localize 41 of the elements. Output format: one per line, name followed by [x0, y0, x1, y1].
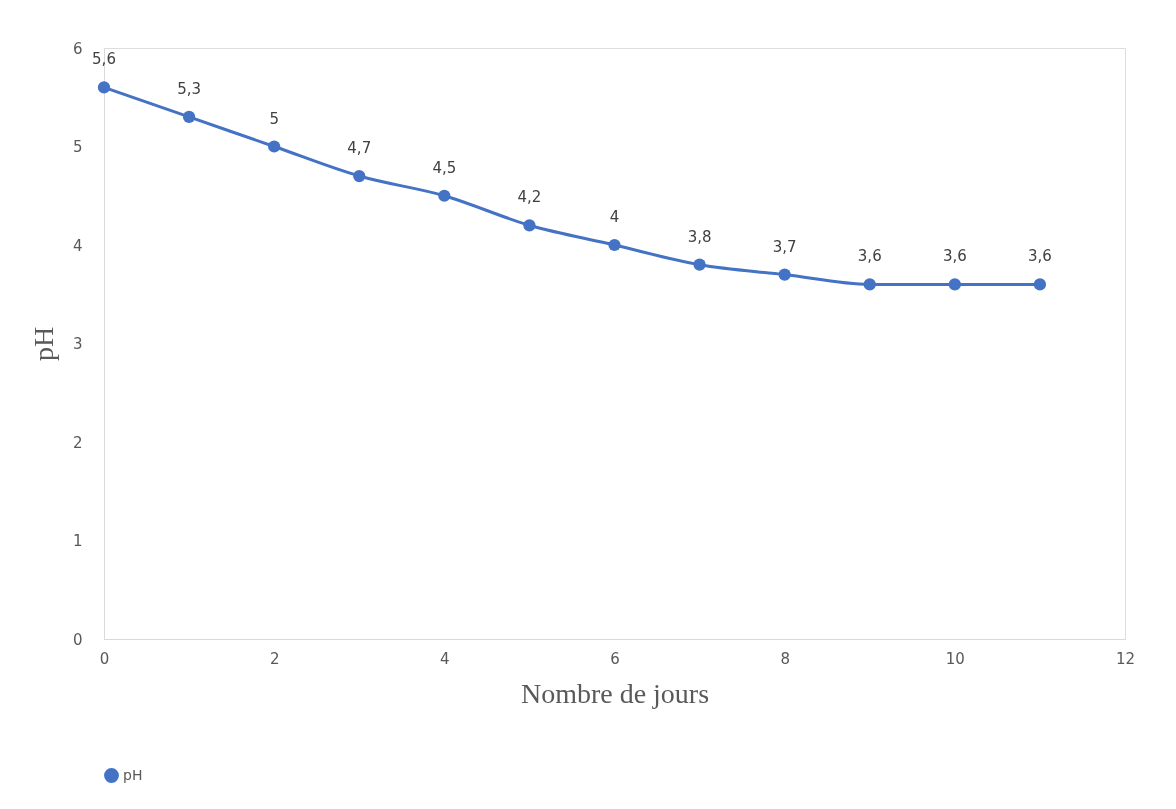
data-label: 4,7 — [347, 139, 372, 158]
point — [97, 81, 111, 94]
data-label: 5,6 — [92, 50, 116, 69]
x-tick-label: 6 — [610, 649, 620, 668]
data-label: 4 — [609, 208, 620, 226]
data-label: 4,2 — [517, 188, 542, 207]
data-label: 3,8 — [687, 227, 712, 246]
data-label: 3,6 — [857, 247, 882, 266]
point — [778, 268, 791, 281]
point — [693, 258, 706, 271]
data-label: 4,5 — [432, 158, 457, 177]
point — [523, 219, 536, 232]
point — [608, 238, 621, 252]
point — [438, 189, 451, 202]
point — [353, 169, 366, 183]
legend-label: pH — [123, 766, 143, 783]
y-tick-label: 6 — [72, 39, 83, 58]
x-tick-label: 4 — [440, 649, 450, 668]
y-axis-title: pH — [27, 326, 59, 362]
data-label: 3,6 — [1027, 247, 1052, 266]
x-tick-label: 0 — [99, 649, 110, 668]
x-tick-label: 8 — [780, 649, 790, 668]
y-tick-label: 3 — [72, 335, 83, 353]
y-tick-label: 2 — [72, 433, 83, 452]
point — [863, 278, 876, 291]
x-tick-label: 10 — [945, 649, 965, 668]
x-tick-label: 2 — [269, 649, 280, 668]
x-axis-title: Nombre de jours — [520, 677, 710, 709]
point — [1033, 278, 1047, 291]
point — [948, 278, 961, 291]
y-tick-label: 4 — [72, 236, 83, 255]
data-label: 3,6 — [942, 247, 967, 266]
point — [268, 140, 281, 153]
point — [182, 110, 196, 124]
data-label: 5,3 — [177, 79, 202, 98]
x-tick-label: 12 — [1115, 649, 1136, 668]
y-tick-label: 0 — [72, 630, 83, 649]
y-tick-label: 1 — [72, 532, 83, 550]
data-label: 3,7 — [772, 237, 797, 256]
y-tick-label: 5 — [72, 138, 83, 156]
data-label: 5 — [269, 109, 279, 128]
